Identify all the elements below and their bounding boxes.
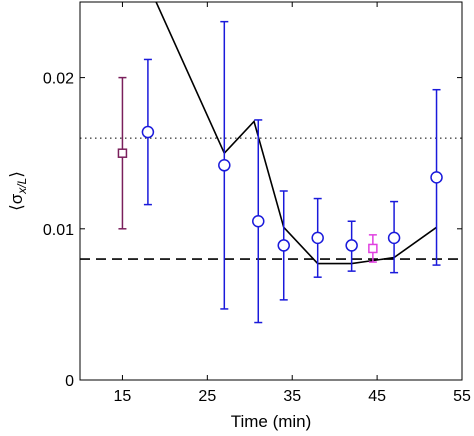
plot-frame bbox=[79, 1, 463, 381]
x-tick-label: 15 bbox=[114, 388, 132, 405]
x-axis-title: Time (min) bbox=[231, 412, 312, 431]
circle-point-marker bbox=[252, 214, 265, 228]
y-tick-label: 0.02 bbox=[43, 71, 74, 88]
y-tick-label: 0 bbox=[65, 373, 74, 390]
circle-point-marker bbox=[387, 231, 401, 245]
square-point-2-marker bbox=[368, 243, 378, 254]
model-line bbox=[155, 2, 437, 265]
y-axis-title-left-bracket: ⟨ bbox=[7, 204, 26, 211]
x-tick-label: 25 bbox=[198, 388, 216, 405]
x-tick-label: 35 bbox=[283, 388, 301, 405]
y-axis-title: ⟨σx/L⟩ bbox=[7, 171, 29, 211]
circle-point-marker bbox=[141, 125, 155, 139]
square-point-1-marker bbox=[117, 148, 128, 158]
x-tick-label: 55 bbox=[453, 388, 471, 405]
y-axis-title-right-bracket: ⟩ bbox=[7, 171, 26, 178]
y-axis-title-symbol: σ bbox=[7, 193, 26, 204]
circle-point-marker bbox=[345, 239, 358, 252]
y-tick-label: 0.01 bbox=[43, 222, 74, 239]
x-tick-label: 45 bbox=[368, 388, 386, 405]
circle-point-marker bbox=[311, 231, 324, 245]
circle-point-marker bbox=[430, 171, 443, 184]
circle-point-marker bbox=[277, 239, 290, 252]
circle-point-marker bbox=[218, 159, 231, 172]
y-axis-title-subscript: x/L bbox=[15, 178, 29, 195]
